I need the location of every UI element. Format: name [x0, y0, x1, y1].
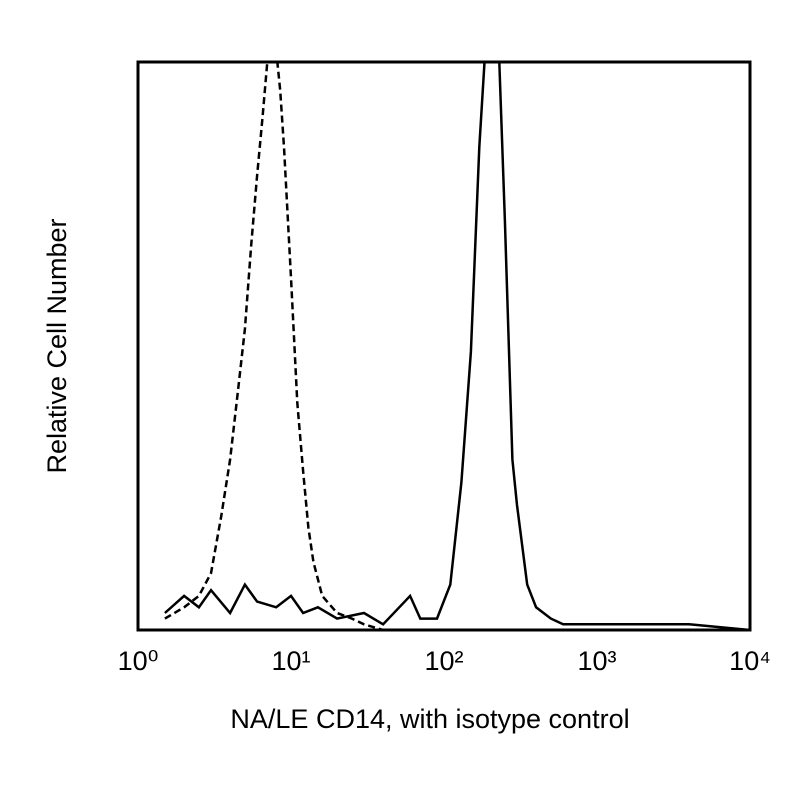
histogram-line: [164, 62, 750, 630]
plot-frame: [136, 60, 752, 632]
y-axis-label: Relative Cell Number: [42, 218, 72, 473]
x-tick-label: 10³: [577, 646, 616, 676]
x-tick-label: 10⁴: [729, 646, 771, 676]
x-tick-label: 10¹: [271, 646, 310, 676]
x-tick-label: 10⁰: [118, 646, 159, 676]
x-tick-label: 10²: [424, 646, 463, 676]
x-axis-label: NA/LE CD14, with isotype control: [230, 704, 629, 734]
histogram-line: [164, 62, 491, 630]
